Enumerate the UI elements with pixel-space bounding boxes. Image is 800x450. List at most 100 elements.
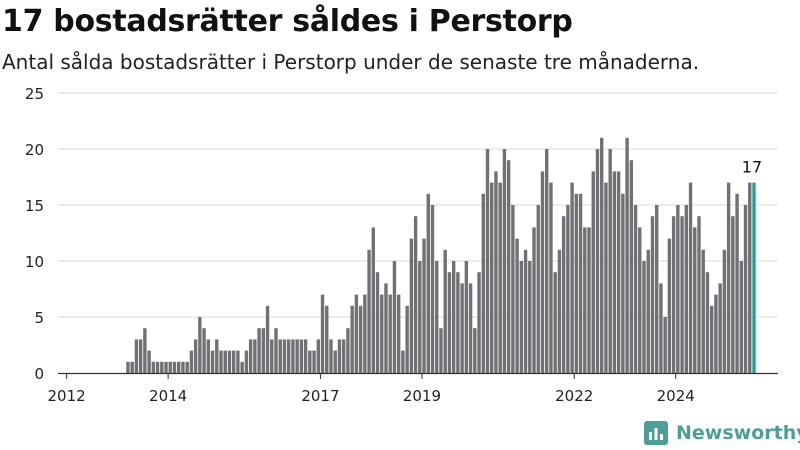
bar (282, 339, 287, 373)
bar (244, 350, 249, 373)
y-tick-label: 25 (25, 85, 44, 103)
bar (219, 350, 223, 373)
bar (561, 216, 566, 373)
bar (684, 205, 689, 373)
y-axis-ticks: 0 5 10 15 20 25 (25, 85, 44, 383)
bar (198, 317, 202, 373)
bar (236, 350, 240, 373)
x-tick-label: 2017 (301, 387, 339, 405)
bar (401, 350, 405, 373)
bar (430, 205, 435, 373)
bar (693, 227, 697, 373)
bar (160, 361, 164, 373)
bar-latest (752, 182, 756, 373)
bar (646, 249, 650, 373)
bar (130, 361, 134, 373)
bar (418, 261, 422, 373)
bar (498, 182, 502, 373)
newsworthy-logo[interactable]: Newsworthy (644, 420, 800, 446)
bar (193, 339, 198, 373)
bar (337, 339, 342, 373)
y-tick-label: 20 (25, 141, 44, 159)
bar (126, 361, 130, 373)
bar (676, 205, 680, 373)
bar (456, 272, 460, 373)
bar (422, 238, 426, 373)
bar (718, 283, 722, 373)
bar (642, 261, 646, 373)
x-axis: 2012 2014 2017 2019 2022 2024 (48, 372, 778, 405)
bar (714, 294, 718, 373)
bar (316, 339, 320, 373)
bar (202, 328, 206, 373)
bar (595, 149, 600, 373)
bar (621, 193, 625, 373)
bar (138, 339, 143, 373)
bar (726, 182, 731, 373)
bar (697, 216, 701, 373)
bar (701, 249, 705, 373)
bar (515, 238, 519, 373)
y-tick-label: 5 (34, 309, 44, 327)
bar (709, 305, 714, 373)
x-tick-label: 2022 (555, 387, 593, 405)
bar (346, 328, 350, 373)
bar (506, 160, 511, 373)
bar (663, 317, 667, 373)
bar (413, 216, 418, 373)
bar (257, 328, 261, 373)
bar (490, 182, 494, 373)
bar (557, 249, 562, 373)
bar (164, 361, 168, 373)
x-tick-label: 2024 (657, 387, 695, 405)
bar (299, 339, 304, 373)
bar (705, 272, 710, 373)
bar (722, 249, 727, 373)
bar (464, 261, 469, 373)
bar (248, 339, 253, 373)
bar (523, 249, 528, 373)
bar (608, 149, 612, 373)
bar (536, 205, 540, 373)
bar (519, 261, 524, 373)
y-tick-label: 0 (34, 365, 44, 383)
bar (278, 339, 282, 373)
bar (274, 328, 278, 373)
brand-name: Newsworthy (676, 422, 800, 444)
bar (367, 249, 371, 373)
bar (172, 361, 177, 373)
bar (680, 216, 684, 373)
newsworthy-logo-icon (644, 421, 668, 445)
bar (443, 249, 447, 373)
bar (650, 216, 655, 373)
bar (731, 216, 735, 373)
bar (185, 361, 189, 373)
bar (155, 361, 160, 373)
bar (426, 193, 430, 373)
bar (371, 227, 375, 373)
bar (295, 339, 299, 373)
bar (151, 361, 156, 373)
bar (232, 350, 236, 373)
bar (545, 149, 549, 373)
bar (388, 294, 392, 373)
chart-subtitle: Antal sålda bostadsrätter i Perstorp und… (2, 50, 700, 74)
bar (206, 339, 211, 373)
bar (502, 149, 507, 373)
bar (633, 205, 638, 373)
bar (312, 350, 316, 373)
latest-value-label: 17 (742, 158, 762, 177)
bar (396, 294, 401, 373)
bars (126, 137, 756, 373)
bar (439, 328, 443, 373)
bar (447, 272, 452, 373)
bar (384, 283, 388, 373)
bar (629, 160, 634, 373)
bar (409, 238, 414, 373)
bar (591, 171, 595, 373)
bar (177, 361, 181, 373)
bar (405, 305, 409, 373)
bar (341, 339, 346, 373)
bar (189, 350, 194, 373)
bar (659, 283, 663, 373)
